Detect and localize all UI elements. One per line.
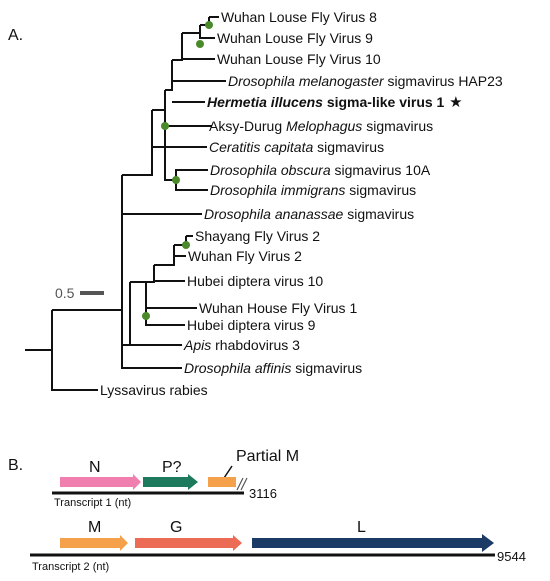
taxon-label: Wuhan Fly Virus 2 [188, 248, 302, 264]
taxon-label-part: Shayang Fly Virus 2 [195, 228, 320, 244]
taxon-label-part: Aksy-Durug [209, 118, 286, 134]
node-dot [182, 241, 190, 249]
taxon-label: Wuhan Louse Fly Virus 10 [217, 51, 381, 67]
taxon-label: Hubei diptera virus 10 [187, 273, 323, 289]
gene-label-m: M [88, 519, 101, 536]
scale-bar-label: 0.5 [55, 285, 75, 301]
gene-arrow-partial-m [208, 477, 236, 487]
gene-label-n: N [89, 459, 101, 476]
node-dot [172, 176, 180, 184]
transcript-2: M G L 9544 Transcript 2 (nt) [30, 519, 526, 573]
taxon-label-part: Wuhan Louse Fly Virus 8 [221, 9, 377, 25]
gene-label-p: P? [162, 459, 182, 476]
taxon-label-part: Drosophila obscura [210, 162, 331, 178]
taxon-label-part: Drosophila affinis [184, 360, 291, 376]
taxon-label: Ceratitis capitata sigmavirus [209, 139, 384, 155]
taxon-label: Drosophila obscura sigmavirus 10A [210, 162, 431, 178]
panel-a-label: A. [8, 27, 23, 44]
taxon-label-part: Wuhan Fly Virus 2 [188, 248, 302, 264]
taxon-label: Shayang Fly Virus 2 [195, 228, 320, 244]
taxon-label: Lyssavirus rabies [100, 382, 208, 398]
transcript-2-length: 9544 [497, 549, 526, 564]
taxon-label: Drosophila immigrans sigmavirus [210, 182, 416, 198]
gene-label-partial-m: Partial M [236, 448, 299, 465]
taxon-label-part: Apis [183, 337, 211, 353]
taxon-label: Aksy-Durug Melophagus sigmavirus [209, 118, 433, 134]
taxon-label-part: sigmavirus [343, 206, 414, 222]
gene-label-l: L [357, 519, 366, 536]
node-markers [142, 21, 213, 320]
taxon-label-part: Melophagus [286, 118, 362, 134]
taxon-label-part: Drosophila melanogaster [228, 73, 385, 89]
taxon-label-part: Lyssavirus rabies [100, 382, 208, 398]
transcript-1-length: 3116 [249, 486, 277, 501]
taxon-label: Wuhan Louse Fly Virus 8 [221, 9, 377, 25]
star-icon: ★ [444, 93, 462, 111]
node-dot [161, 122, 169, 130]
taxon-label-part: Hubei diptera virus 9 [187, 317, 316, 333]
taxon-label-part: Ceratitis capitata [209, 139, 313, 155]
taxon-label: Drosophila ananassae sigmavirus [204, 206, 414, 222]
taxon-label-part: sigmavirus [362, 118, 433, 134]
taxon-label: Hermetia illucens sigma-like virus 1 ★ [207, 93, 463, 111]
taxon-label-part: sigmavirus [313, 139, 384, 155]
taxon-label-part: Drosophila ananassae [204, 206, 344, 222]
taxon-label: Drosophila melanogaster sigmavirus HAP23 [228, 73, 503, 89]
taxon-label-part: Hubei diptera virus 10 [187, 273, 323, 289]
gene-arrow-p [143, 474, 198, 490]
gene-arrow-g [135, 535, 242, 551]
taxon-label-part: Wuhan House Fly Virus 1 [199, 300, 357, 316]
taxon-label: Wuhan House Fly Virus 1 [199, 300, 357, 316]
break-mark [240, 477, 248, 491]
node-dot [142, 312, 150, 320]
taxon-labels: Wuhan Louse Fly Virus 8 Wuhan Louse Fly V… [100, 9, 503, 398]
taxon-label-part: Wuhan Louse Fly Virus 9 [217, 30, 373, 46]
taxon-label-part: sigmavirus 10A [331, 162, 431, 178]
transcript-1: N P? Partial M 3116 Transcript 1 (nt) [52, 448, 299, 509]
partial-m-pointer [223, 465, 233, 479]
taxon-label-part: rhabdovirus 3 [211, 337, 300, 353]
taxon-label: Apis rhabdovirus 3 [183, 337, 300, 353]
gene-arrow-l [252, 534, 494, 552]
taxon-label: Wuhan Louse Fly Virus 9 [217, 30, 373, 46]
taxon-label: Hubei diptera virus 9 [187, 317, 316, 333]
break-mark [236, 477, 244, 491]
taxon-label-part: sigmavirus [345, 182, 416, 198]
transcript-2-label: Transcript 2 (nt) [32, 561, 109, 573]
node-dot [196, 40, 204, 48]
taxon-label-part: Drosophila immigrans [210, 182, 345, 198]
taxon-label-part: sigmavirus [291, 360, 362, 376]
transcript-1-label: Transcript 1 (nt) [54, 497, 131, 509]
taxon-label-part: Hermetia illucens [207, 94, 323, 110]
taxon-label: Drosophila affinis sigmavirus [184, 360, 362, 376]
panel-b-label: B. [8, 457, 23, 474]
taxon-label-part: sigma-like virus 1 [323, 94, 445, 110]
taxon-label-part: sigmavirus HAP23 [384, 73, 503, 89]
gene-label-g: G [170, 519, 182, 536]
taxon-label-part: Wuhan Louse Fly Virus 10 [217, 51, 381, 67]
gene-arrow-m [60, 535, 128, 551]
gene-arrow-n [60, 474, 141, 490]
phylogenetic-tree [25, 16, 226, 391]
node-dot [205, 21, 213, 29]
